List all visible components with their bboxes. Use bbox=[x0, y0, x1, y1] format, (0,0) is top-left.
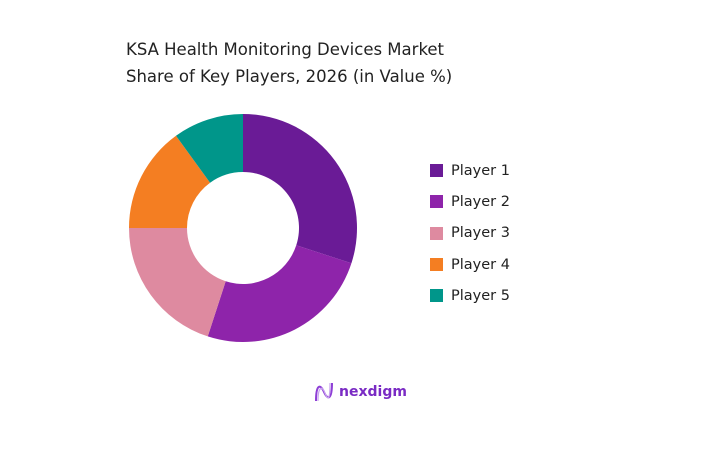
legend-item: Player 3 bbox=[430, 218, 510, 249]
slice-player-4 bbox=[129, 135, 211, 228]
slice-player-5 bbox=[175, 114, 243, 183]
legend-label: Player 5 bbox=[451, 287, 510, 304]
nexdigm-logo: nexdigm bbox=[314, 381, 407, 403]
legend-swatch bbox=[430, 258, 443, 272]
legend-swatch bbox=[430, 164, 443, 178]
legend-label: Player 4 bbox=[451, 256, 510, 273]
legend-item: Player 2 bbox=[430, 186, 510, 217]
slice-player-2 bbox=[207, 245, 352, 342]
legend-item: Player 5 bbox=[430, 280, 510, 311]
logo-text: nexdigm bbox=[339, 384, 407, 400]
legend-swatch bbox=[430, 226, 443, 240]
slice-player-3 bbox=[129, 228, 226, 337]
legend-label: Player 2 bbox=[451, 193, 510, 210]
nexdigm-logo-icon bbox=[315, 382, 333, 402]
legend: Player 1 Player 2 Player 3 Player 4 Player 5 bbox=[430, 155, 510, 311]
legend-item: Player 1 bbox=[430, 155, 510, 186]
legend-swatch bbox=[430, 289, 443, 303]
legend-swatch bbox=[430, 195, 443, 209]
chart-title: KSA Health Monitoring Devices Market Sha… bbox=[126, 40, 453, 86]
legend-item: Player 4 bbox=[430, 249, 510, 280]
slice-player-1 bbox=[243, 114, 358, 264]
legend-label: Player 3 bbox=[451, 225, 510, 242]
legend-label: Player 1 bbox=[451, 162, 510, 179]
